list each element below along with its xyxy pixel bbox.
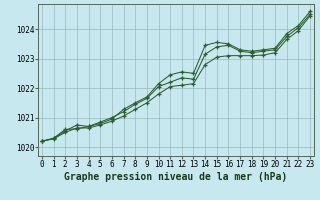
X-axis label: Graphe pression niveau de la mer (hPa): Graphe pression niveau de la mer (hPa) <box>64 172 288 182</box>
